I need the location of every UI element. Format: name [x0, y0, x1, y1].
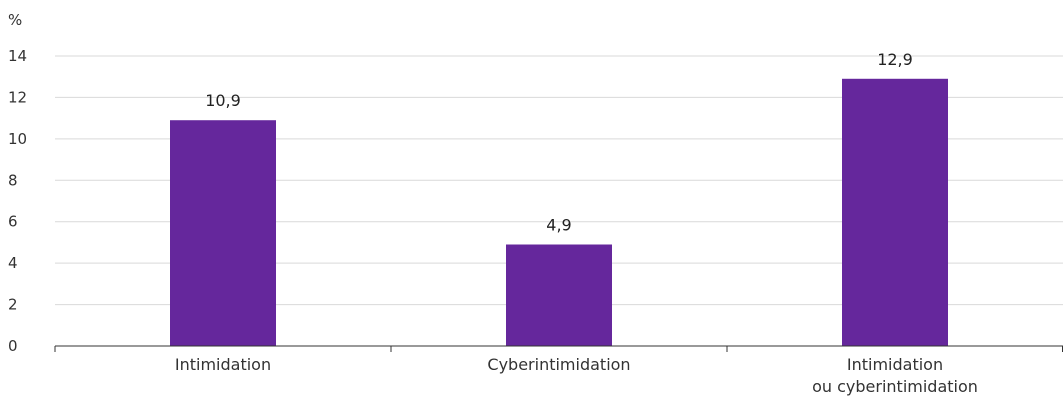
bar-1 [506, 245, 612, 347]
y-tick-label-2: 4 [8, 254, 18, 272]
category-label-1: Cyberintimidation [487, 355, 630, 374]
data-label-1: 4,9 [546, 216, 571, 235]
category-label-2-line-1: ou cyberintimidation [812, 377, 978, 396]
y-tick-label-7: 14 [8, 47, 27, 65]
category-label-2-line-0: Intimidation [847, 355, 943, 374]
y-tick-label-0: 0 [8, 337, 18, 355]
y-tick-label-6: 12 [8, 88, 27, 106]
category-labels: Intimidation Cyberintimidation Intimidatio… [175, 355, 978, 396]
data-label-2: 12,9 [877, 50, 913, 69]
y-tick-label-3: 6 [8, 213, 18, 231]
category-label-1-line-0: Cyberintimidation [487, 355, 630, 374]
y-tick-label-5: 10 [8, 130, 27, 148]
bar-0 [170, 120, 276, 346]
x-axis [55, 346, 1063, 352]
y-axis-unit-label: % [8, 11, 22, 29]
y-tick-label-1: 2 [8, 296, 18, 314]
category-label-0-line-0: Intimidation [175, 355, 271, 374]
category-label-2: Intimidation ou cyberintimidation [812, 355, 978, 396]
data-label-0: 10,9 [205, 91, 241, 110]
y-tick-labels: 0 2 4 6 8 10 12 14 [8, 47, 27, 355]
bars [170, 79, 948, 346]
category-label-0: Intimidation [175, 355, 271, 374]
y-tick-label-4: 8 [8, 171, 18, 189]
data-labels: 10,9 4,9 12,9 [205, 50, 913, 235]
bar-2 [842, 79, 948, 346]
